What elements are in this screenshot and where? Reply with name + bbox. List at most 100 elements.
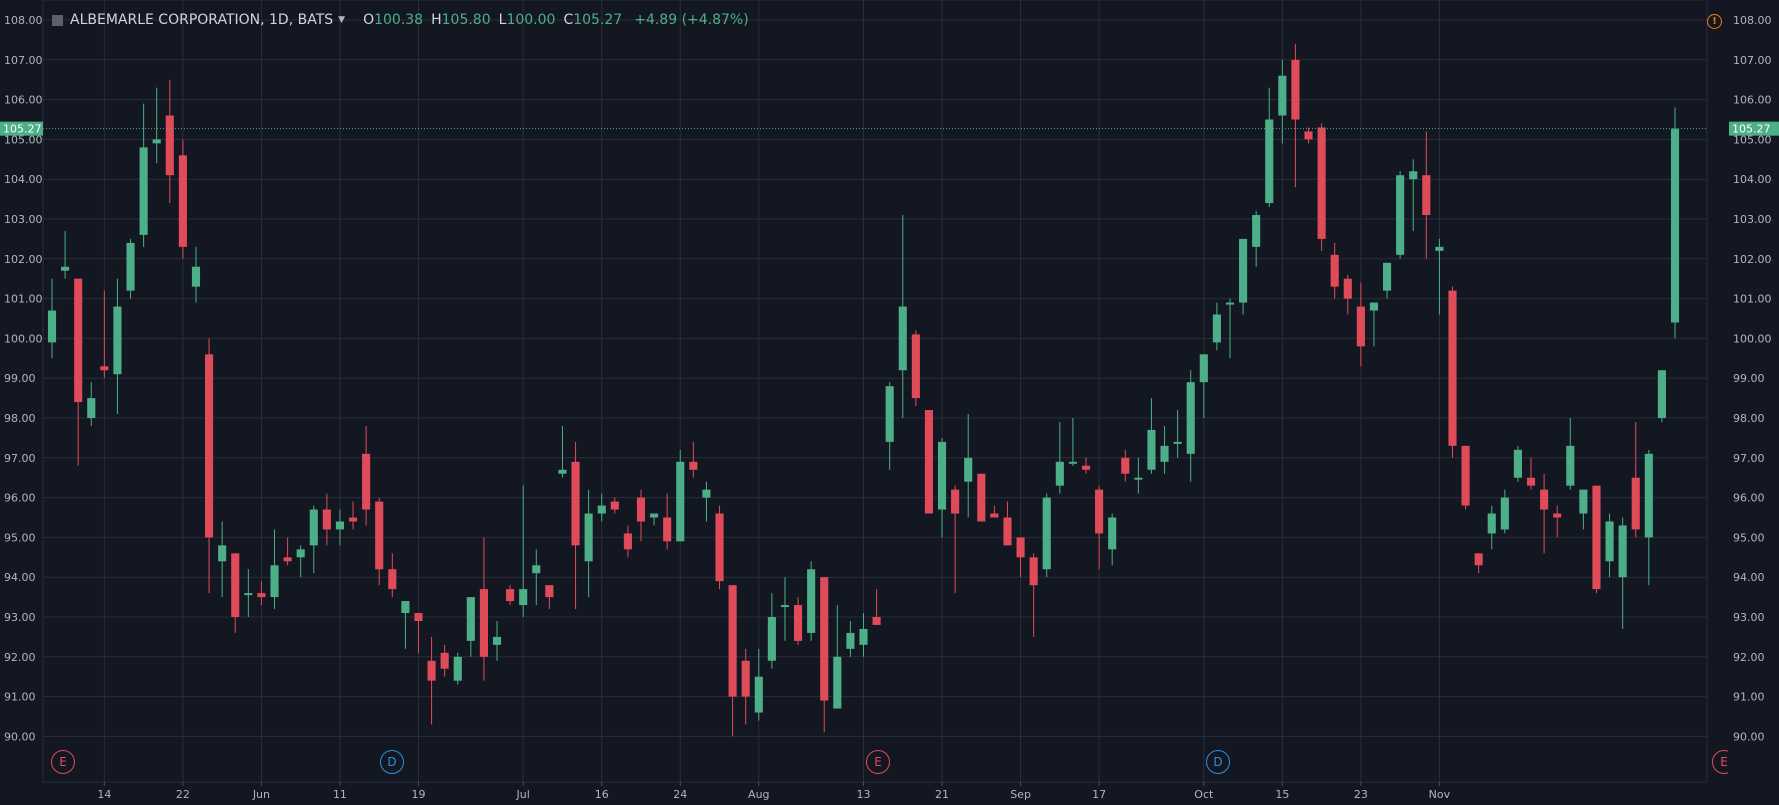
candle-body bbox=[1304, 131, 1313, 140]
y-tick-label-right: 101.00 bbox=[1733, 293, 1772, 306]
grid-lines bbox=[42, 0, 1708, 783]
candle-body bbox=[1330, 254, 1339, 287]
candle-body bbox=[911, 334, 920, 399]
candle-body bbox=[1448, 290, 1457, 446]
candle-body bbox=[1147, 429, 1156, 470]
candle-body bbox=[113, 306, 122, 375]
candle-body bbox=[322, 509, 331, 530]
candle-body bbox=[1291, 59, 1300, 120]
candle-body bbox=[1225, 302, 1235, 305]
candle-body bbox=[139, 147, 148, 235]
candle-body bbox=[545, 585, 554, 598]
candle-body bbox=[453, 656, 462, 681]
candle-body bbox=[663, 517, 672, 542]
y-tick-label-right: 92.00 bbox=[1733, 651, 1765, 664]
price-tag-text: 105.27 bbox=[1732, 123, 1771, 136]
candle-body bbox=[793, 605, 803, 641]
candle-body bbox=[846, 632, 855, 649]
candle-body bbox=[47, 310, 57, 343]
candle-body bbox=[100, 366, 109, 371]
earnings-event-badge[interactable]: E bbox=[51, 750, 75, 774]
candle-body bbox=[283, 557, 292, 562]
candle-body bbox=[754, 676, 763, 713]
warning-icon[interactable]: ! bbox=[1707, 14, 1722, 29]
candle-body bbox=[126, 242, 135, 291]
symbol-title[interactable]: ALBEMARLE CORPORATION, 1D, BATS bbox=[70, 12, 334, 28]
y-tick-label-right: 108.00 bbox=[1733, 14, 1772, 27]
candle-body bbox=[532, 565, 541, 574]
candle-body bbox=[977, 473, 986, 522]
candle-body bbox=[1199, 354, 1208, 383]
y-tick-label-left: 101.00 bbox=[4, 293, 43, 306]
x-tick-label: 21 bbox=[935, 788, 949, 801]
candle-body bbox=[1134, 477, 1143, 480]
candle-body bbox=[1670, 128, 1680, 323]
close-label: C bbox=[563, 12, 574, 28]
candle-body bbox=[165, 115, 174, 176]
x-tick-label: Oct bbox=[1194, 788, 1214, 801]
candle-body bbox=[218, 545, 227, 562]
candle-body bbox=[872, 617, 881, 625]
candle-body bbox=[767, 617, 776, 661]
candle-body bbox=[924, 410, 934, 514]
y-tick-label-left: 95.00 bbox=[4, 531, 36, 544]
candle-body bbox=[597, 505, 606, 514]
earnings-event-badge[interactable]: E bbox=[1712, 750, 1728, 774]
candle-body bbox=[362, 453, 371, 510]
candle-body bbox=[427, 660, 436, 681]
candle-body bbox=[1081, 465, 1091, 470]
open-value: 100.38 bbox=[374, 12, 424, 28]
change-value: +4.89 (+4.87%) bbox=[634, 12, 749, 28]
x-tick-label: 11 bbox=[333, 788, 347, 801]
candle-body bbox=[1553, 513, 1562, 518]
dividend-event-badge[interactable]: D bbox=[380, 750, 404, 774]
candle-body bbox=[1474, 553, 1483, 566]
caret-down-icon[interactable]: ▼ bbox=[338, 15, 346, 25]
y-tick-label-left: 102.00 bbox=[4, 253, 43, 266]
candle-body bbox=[1121, 457, 1130, 474]
price-tag-text: 105.27 bbox=[3, 123, 42, 136]
y-tick-label-right: 95.00 bbox=[1733, 531, 1765, 544]
y-tick-label-right: 90.00 bbox=[1733, 730, 1765, 743]
y-tick-label-left: 100.00 bbox=[4, 332, 43, 345]
candle-body bbox=[205, 354, 214, 538]
y-tick-label-right: 94.00 bbox=[1733, 571, 1765, 584]
dividend-event-badge[interactable]: D bbox=[1206, 750, 1230, 774]
candle-body bbox=[676, 461, 685, 542]
y-tick-label-left: 106.00 bbox=[4, 94, 43, 107]
candle-body bbox=[990, 513, 999, 518]
candle-body bbox=[61, 266, 70, 271]
candle-body bbox=[1657, 370, 1666, 418]
candle-body bbox=[1461, 445, 1470, 506]
candle-body bbox=[1487, 513, 1496, 534]
candle-body bbox=[610, 501, 619, 510]
y-tick-label-right: 107.00 bbox=[1733, 54, 1772, 67]
y-tick-label-left: 103.00 bbox=[4, 213, 43, 226]
candle-body bbox=[558, 469, 567, 474]
candle-body bbox=[1513, 449, 1522, 478]
open-label: O bbox=[363, 12, 375, 28]
candle-body bbox=[807, 569, 816, 633]
y-tick-label-right: 98.00 bbox=[1733, 412, 1765, 425]
candle-body bbox=[231, 553, 240, 617]
candle-body bbox=[519, 589, 528, 606]
y-tick-label-left: 92.00 bbox=[4, 651, 36, 664]
candle-body bbox=[964, 457, 973, 482]
candle-body bbox=[715, 513, 724, 582]
y-tick-label-right: 104.00 bbox=[1733, 173, 1772, 186]
candle-body bbox=[1278, 75, 1287, 116]
candle-body bbox=[1422, 175, 1431, 216]
candle-body bbox=[1108, 517, 1117, 550]
x-tick-label: 13 bbox=[857, 788, 871, 801]
candle-body bbox=[1579, 489, 1588, 514]
plot-frame bbox=[42, 0, 1708, 783]
x-tick-label: Jul bbox=[516, 788, 530, 801]
high-value: 105.80 bbox=[441, 12, 491, 28]
last-price-line: 105.27 105.27 bbox=[0, 121, 1779, 136]
x-tick-label: 17 bbox=[1092, 788, 1106, 801]
price-tag-right bbox=[1729, 121, 1779, 136]
candle-body bbox=[1396, 175, 1405, 255]
earnings-event-badge[interactable]: E bbox=[866, 750, 890, 774]
